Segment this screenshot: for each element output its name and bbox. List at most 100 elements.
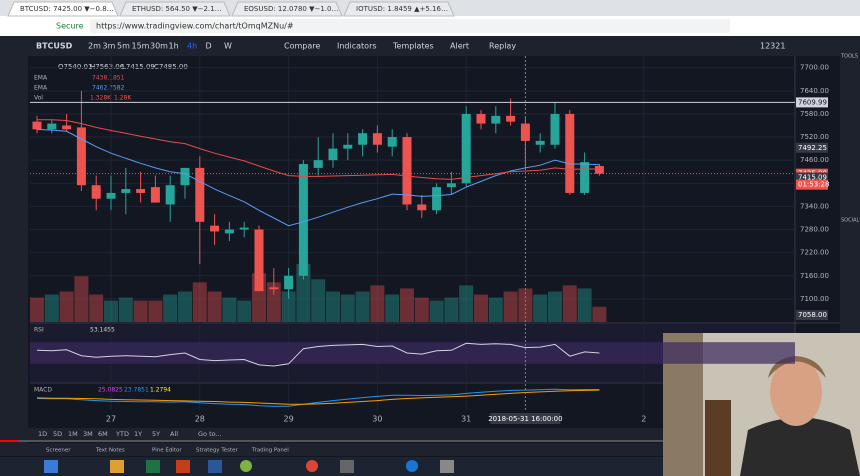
url-field[interactable] xyxy=(90,19,730,33)
volume-bar xyxy=(222,297,237,322)
task-icon[interactable] xyxy=(340,460,354,473)
volume-bar xyxy=(281,291,296,322)
toolbar-button[interactable]: Templates xyxy=(392,42,434,51)
candle-body xyxy=(195,167,205,222)
y-tick-label: 7700.00 xyxy=(800,64,829,72)
candle-body xyxy=(446,183,456,188)
browser-tab[interactable] xyxy=(231,1,343,17)
task-icon[interactable] xyxy=(110,460,124,473)
task-icon[interactable] xyxy=(406,460,418,472)
secure-label: Secure xyxy=(56,22,84,31)
legend-vol-value: 1.328K xyxy=(90,95,112,102)
rsi-value: 53.1455 xyxy=(90,327,115,334)
candle-body xyxy=(417,204,427,211)
candle-body xyxy=(136,189,146,193)
toolbar-symbol[interactable]: BTCUSD xyxy=(36,42,73,51)
toolbar-button[interactable]: Replay xyxy=(489,42,516,51)
task-icon[interactable] xyxy=(440,460,454,473)
interval-button[interactable]: 15m xyxy=(132,42,150,51)
candle-body xyxy=(62,125,72,130)
candle-body xyxy=(594,165,604,174)
candle-body xyxy=(402,137,412,205)
countdown-box xyxy=(796,179,828,190)
footer-tab[interactable]: Screener xyxy=(46,448,71,454)
candle-body xyxy=(476,113,486,124)
y-tick-label: 7460.00 xyxy=(800,156,829,164)
rsi-line xyxy=(36,342,600,367)
range-button[interactable]: 5Y xyxy=(152,430,160,438)
task-icon[interactable] xyxy=(208,460,222,473)
goto-button[interactable]: Go to... xyxy=(198,430,222,438)
range-button[interactable]: 1Y xyxy=(134,430,142,438)
interval-button[interactable]: W xyxy=(224,42,232,51)
toolbar-button[interactable]: Indicators xyxy=(337,42,377,51)
interval-button[interactable]: D xyxy=(206,42,212,51)
toolbar-counter: 12321 xyxy=(760,42,785,51)
volume-bar xyxy=(592,306,607,322)
crosshair-box xyxy=(490,413,561,424)
toolbar-button[interactable]: Alert xyxy=(450,42,469,51)
task-icon[interactable] xyxy=(306,460,318,472)
volume-bar xyxy=(178,291,192,322)
ema-slow-line xyxy=(37,119,600,180)
legend-ohlc: H7563.06 xyxy=(90,63,125,71)
footer-tab[interactable]: Trading Panel xyxy=(251,448,289,454)
side-label: SOCIAL xyxy=(841,218,859,224)
webcam-shirt xyxy=(740,417,860,476)
browser-tab[interactable] xyxy=(7,1,119,17)
range-button[interactable]: 1M xyxy=(68,430,78,438)
volume-bar xyxy=(459,285,474,322)
url[interactable]: https://www.tradingview.com/chart/tOmqMZ… xyxy=(96,22,294,31)
range-button[interactable]: 5D xyxy=(53,430,62,438)
volume-bar xyxy=(326,291,340,322)
task-icon[interactable] xyxy=(146,460,160,473)
candle-body xyxy=(580,162,590,193)
interval-button[interactable]: 1h xyxy=(169,42,179,51)
tab-title: IOTUSD: 1.8459 ▲+5.16… xyxy=(356,5,448,13)
interval-button[interactable]: 3m xyxy=(103,42,116,51)
candle-body xyxy=(239,227,249,230)
volume-bar xyxy=(148,300,163,322)
range-button[interactable]: 3M xyxy=(83,430,93,438)
browser-tab[interactable] xyxy=(343,1,455,17)
footer-tab[interactable]: Text Notes xyxy=(95,448,125,454)
range-button[interactable]: YTD xyxy=(115,430,129,438)
range-button[interactable]: 6M xyxy=(98,430,108,438)
y-tick-label: 7280.00 xyxy=(800,226,829,234)
range-button[interactable]: 1D xyxy=(38,430,47,438)
x-tick-label: 31 xyxy=(461,415,471,424)
price-marker-label: 7492.25 xyxy=(798,144,827,152)
interval-button[interactable]: 2m xyxy=(88,42,101,51)
x-tick-label: 27 xyxy=(106,415,116,424)
toolbar-button[interactable]: Compare xyxy=(284,42,320,51)
range-button[interactable]: All xyxy=(170,430,178,438)
candle-body xyxy=(328,148,338,161)
legend-ema-name: EMA xyxy=(34,85,48,92)
task-icon[interactable] xyxy=(44,460,58,473)
macd-line xyxy=(36,388,600,407)
footer-tab[interactable]: Pine Editor xyxy=(152,448,182,454)
volume-bar xyxy=(44,294,59,322)
volume-bar xyxy=(59,291,74,322)
legend-ohlc: L7415.09 xyxy=(122,63,155,71)
interval-button[interactable]: 30m xyxy=(150,42,168,51)
legend-vol-name: Vol xyxy=(34,95,43,102)
volume-bar xyxy=(414,297,429,322)
x-tick-label: 2 xyxy=(641,415,646,424)
candle-body xyxy=(535,140,545,145)
task-icon[interactable] xyxy=(176,460,190,473)
interval-button[interactable]: 5m xyxy=(117,42,130,51)
task-icon[interactable] xyxy=(240,460,252,472)
rsi-name: RSI xyxy=(34,327,44,334)
interval-button[interactable]: 4h xyxy=(187,42,197,51)
macd-value: 25.0825 xyxy=(98,387,123,394)
webcam-drum xyxy=(705,400,731,476)
tab-title: EOSUSD: 12.0780 ▼−1.0… xyxy=(244,5,338,13)
volume-bar xyxy=(237,300,252,322)
footer-tab[interactable]: Strategy Tester xyxy=(196,448,239,454)
macd-name: MACD xyxy=(34,387,52,394)
x-tick-label: 28 xyxy=(195,415,205,424)
browser-tab[interactable] xyxy=(119,1,231,17)
volume-bar xyxy=(207,291,222,322)
candle-body xyxy=(91,185,101,199)
